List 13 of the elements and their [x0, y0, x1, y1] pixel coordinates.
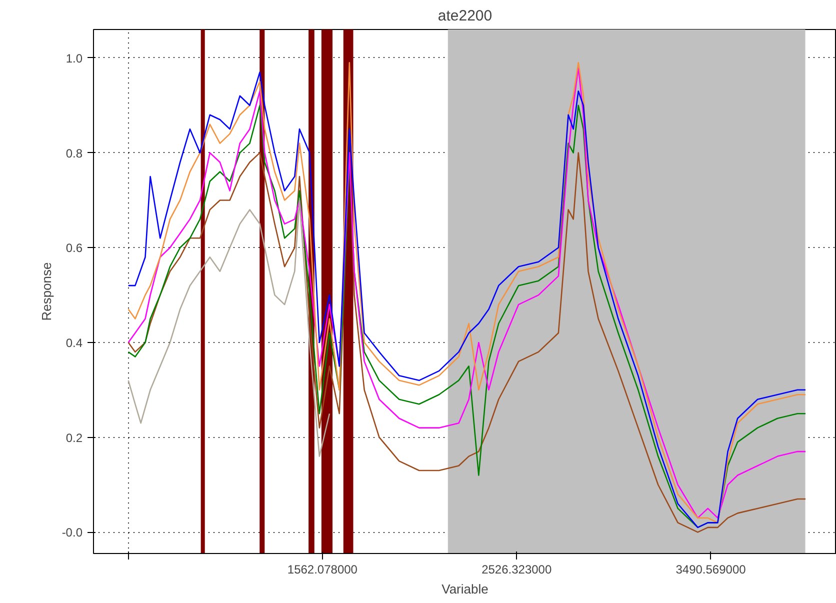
line-series: [128, 200, 330, 457]
y-tick-label: 1.0: [66, 51, 83, 66]
x-axis-title: Variable: [442, 582, 488, 596]
x-tick-label: 2526.323000: [482, 562, 552, 576]
y-tick-label: 0.2: [66, 430, 83, 445]
x-tick-label: 1562.078000: [287, 562, 358, 576]
y-tick-label: -0.0: [62, 526, 83, 540]
x-tick-label: 3490.569000: [676, 562, 746, 576]
y-tick-label: 0.6: [66, 241, 83, 256]
y-tick-label: 0.8: [66, 146, 83, 160]
y-tick-label: 0.4: [66, 336, 83, 350]
chart-title: ate2200: [438, 8, 492, 24]
y-axis-title: Response: [38, 262, 54, 321]
